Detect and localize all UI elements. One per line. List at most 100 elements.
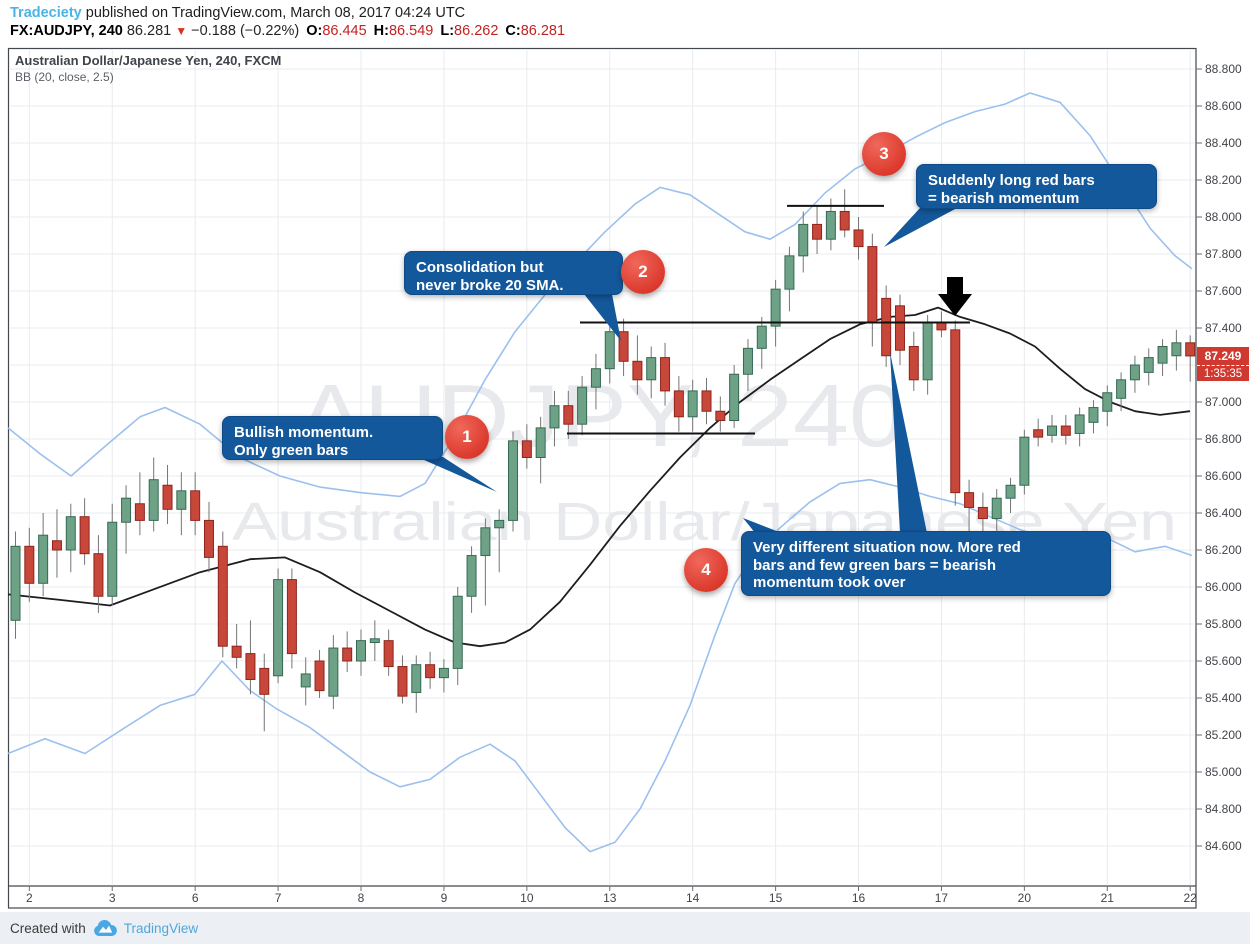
time-axis-label: 22 — [1183, 891, 1197, 905]
ohlc-value: 86.445 — [322, 23, 367, 39]
candle-48 — [673, 376, 684, 432]
candle-1 — [24, 527, 35, 602]
callout-3-tail — [884, 208, 957, 247]
candle-2 — [38, 513, 49, 597]
published-text: published on TradingView.com, March 08, … — [81, 5, 466, 21]
candle-43 — [604, 322, 615, 384]
price-axis-label: 88.800 — [1205, 62, 1242, 76]
time-axis-label: 17 — [934, 891, 949, 905]
ohlc-value: 86.281 — [520, 23, 566, 39]
candle-23 — [328, 635, 339, 710]
price-axis-label: 85.800 — [1205, 617, 1242, 631]
tradingview-logo-icon[interactable] — [93, 919, 117, 937]
price-axis-label: 86.600 — [1205, 469, 1242, 483]
candle-10 — [148, 457, 159, 532]
time-axis-label: 14 — [685, 891, 700, 905]
candle-9 — [134, 472, 145, 536]
price-axis-label: 88.400 — [1205, 136, 1242, 150]
callout-2-number-badge: 2 — [621, 250, 665, 294]
time-axis-label: 2 — [25, 891, 33, 905]
candle-5 — [79, 498, 90, 565]
ohlc-value: 86.262 — [454, 23, 499, 39]
candle-47 — [660, 342, 671, 406]
candle-65 — [908, 331, 919, 391]
down-arrow-icon — [938, 277, 972, 316]
time-axis-label: 6 — [191, 891, 199, 905]
callout-4-tail — [890, 352, 927, 533]
created-with-text: Created with — [10, 920, 86, 936]
callout-2-tail — [584, 294, 621, 341]
price-axis-label: 85.600 — [1205, 654, 1242, 668]
time-axis-label: 7 — [274, 891, 282, 905]
candle-36 — [508, 431, 519, 532]
candle-63 — [881, 285, 892, 367]
candle-22 — [314, 649, 325, 698]
candle-58 — [812, 205, 823, 254]
candle-38 — [535, 416, 546, 484]
candle-42 — [590, 353, 601, 410]
price-axis-label: 88.600 — [1205, 99, 1242, 113]
last-price-tag: 87.249 — [1197, 347, 1249, 365]
price-axis-label: 86.200 — [1205, 543, 1242, 557]
candle-20 — [286, 568, 297, 669]
candle-8 — [121, 485, 132, 554]
indicator-legend[interactable]: BB (20, close, 2.5) — [15, 70, 114, 84]
candle-45 — [632, 335, 643, 395]
candle-59 — [825, 198, 836, 251]
candle-69 — [964, 479, 975, 541]
candles — [10, 189, 1196, 732]
candle-37 — [521, 424, 532, 469]
candle-7 — [107, 503, 118, 606]
ohlc-label: C: — [505, 23, 521, 39]
price-axis-label: 86.800 — [1205, 432, 1242, 446]
candle-14 — [203, 501, 214, 573]
candle-18 — [259, 653, 270, 732]
price-axis-label: 88.200 — [1205, 173, 1242, 187]
candle-51 — [715, 396, 726, 432]
candle-31 — [438, 659, 449, 693]
price-axis-label: 87.400 — [1205, 321, 1242, 335]
price-axis-label: 87.600 — [1205, 284, 1242, 298]
candle-28 — [397, 655, 408, 704]
time-axis-label: 21 — [1100, 891, 1114, 905]
tradeciety-link[interactable]: Tradeciety — [10, 5, 82, 21]
time-axis-label: 13 — [603, 891, 617, 905]
candle-21 — [300, 657, 311, 706]
candle-79 — [1102, 385, 1113, 427]
callout-1-tail — [415, 456, 497, 492]
bar-countdown: 1:35:35 — [1197, 365, 1249, 381]
ohlc-label: O: — [306, 23, 323, 39]
candle-6 — [93, 535, 104, 613]
candle-71 — [991, 488, 1002, 538]
candle-27 — [383, 629, 394, 676]
candle-15 — [217, 531, 228, 658]
grid-lines — [9, 49, 1202, 891]
candle-85 — [1185, 335, 1196, 382]
candle-29 — [411, 655, 422, 713]
callout-1-box: Bullish momentum. Only green bars — [222, 416, 443, 460]
candle-33 — [466, 546, 477, 613]
candle-54 — [756, 316, 767, 369]
candle-0 — [10, 531, 21, 639]
candle-75 — [1047, 414, 1057, 443]
candle-56 — [784, 246, 795, 312]
candle-24 — [342, 631, 353, 673]
time-axis-label: 3 — [108, 891, 116, 905]
chart-title[interactable]: Australian Dollar/Japanese Yen, 240, FXC… — [15, 53, 282, 68]
symbol-info-bar: FX:AUDJPY, 240 86.281 ▼ −0.188 (−0.22%) O… — [10, 23, 565, 39]
price-axis-label: 88.000 — [1205, 210, 1242, 224]
callout-4-number-badge: 4 — [684, 548, 728, 592]
candle-19 — [273, 568, 284, 684]
candle-13 — [190, 472, 201, 536]
candle-34 — [480, 518, 491, 606]
time-axis-label: 20 — [1017, 891, 1032, 905]
tradingview-link[interactable]: TradingView — [123, 920, 199, 936]
ohlc-strip: O:86.445 H:86.549 L:86.262 C:86.281 — [299, 23, 565, 39]
candle-40 — [563, 390, 574, 439]
time-axis-label: 16 — [851, 891, 866, 905]
candle-35 — [494, 509, 505, 573]
callout-3-box: Suddenly long red bars = bearish momentu… — [916, 164, 1157, 209]
price-axis-label: 87.800 — [1205, 247, 1242, 261]
